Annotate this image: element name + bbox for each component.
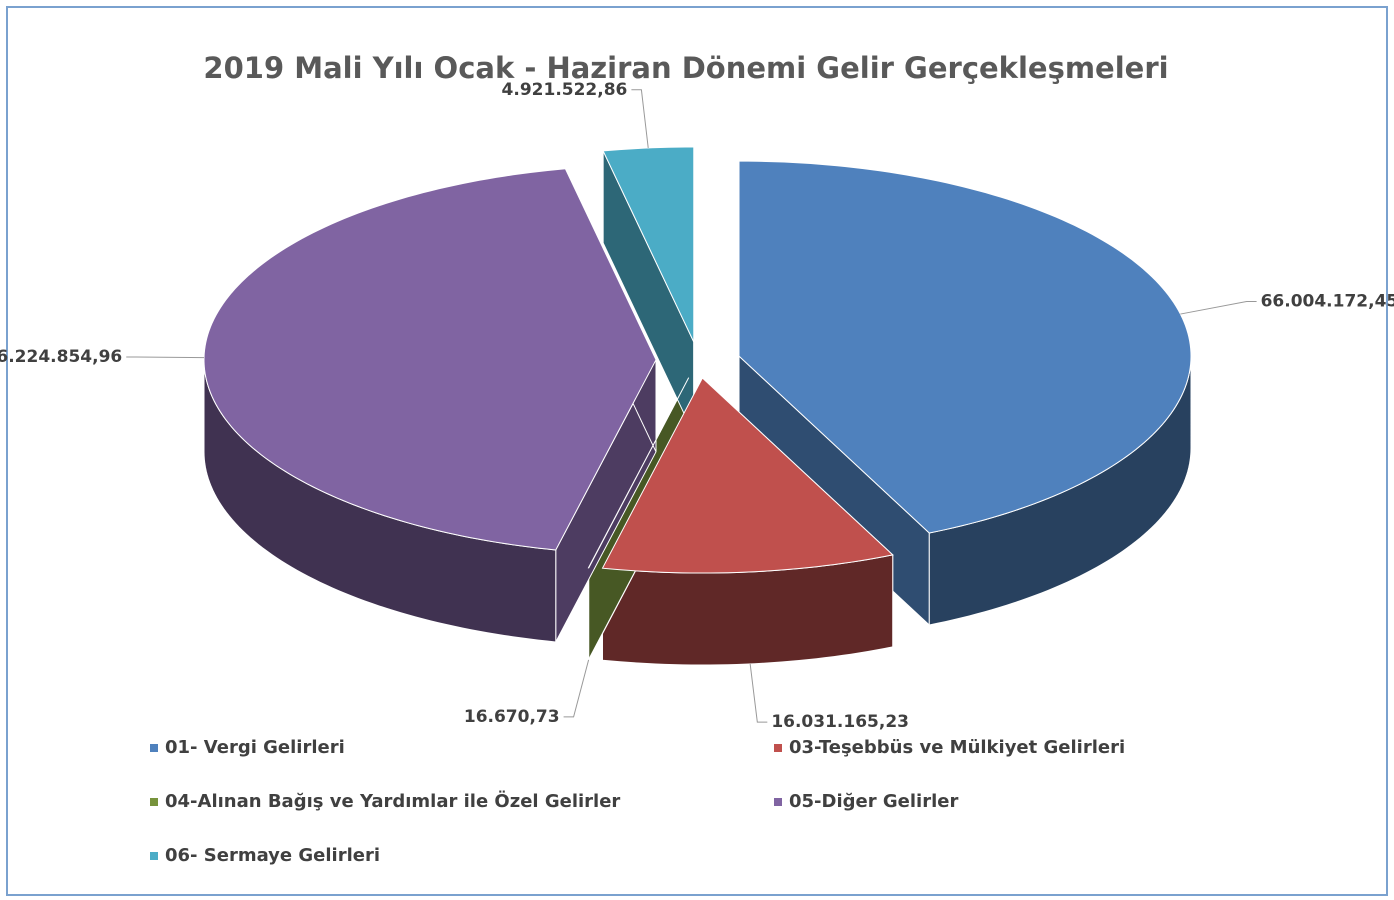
data-label: 4.921.522,86 [502, 80, 628, 100]
leader-line [749, 663, 768, 723]
data-label: 66.004.172,45 [1261, 291, 1394, 311]
legend-label: 06- Sermaye Gelirleri [165, 845, 380, 866]
legend-label: 01- Vergi Gelirleri [165, 737, 345, 758]
legend-swatch [774, 798, 782, 806]
legend-label: 04-Alınan Bağış ve Yardımlar ile Özel Ge… [165, 790, 620, 812]
chart-title: 2019 Mali Yılı Ocak - Haziran Dönemi Gel… [203, 51, 1168, 85]
legend-swatch [150, 744, 158, 752]
legend-label: 05-Diğer Gelirler [789, 791, 958, 812]
data-label: 66.224.854,96 [0, 347, 122, 367]
data-label: 16.031.165,23 [771, 712, 909, 732]
pie-tops [203, 146, 1192, 574]
slice [602, 146, 695, 343]
legend-label: 03-Teşebbüs ve Mülkiyet Gelirleri [789, 737, 1125, 758]
leader-line [631, 89, 649, 149]
leader-line [126, 356, 205, 359]
data-label: 16.670,73 [464, 707, 560, 727]
legend-swatch [150, 852, 158, 860]
leader-line [1180, 300, 1257, 315]
leader-line [563, 659, 590, 718]
slice [587, 377, 690, 569]
legend-swatch [150, 798, 158, 806]
slice [601, 377, 894, 574]
legend-swatch [774, 744, 782, 752]
